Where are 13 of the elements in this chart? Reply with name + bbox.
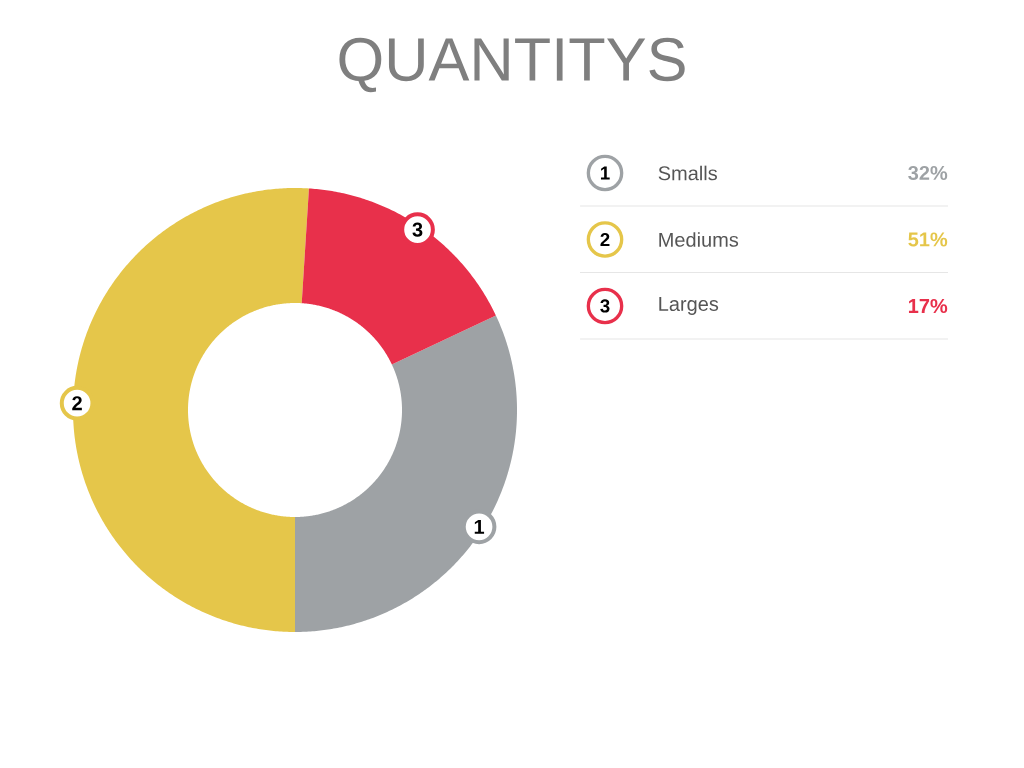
text: 2 [72, 396, 82, 411]
text: 3 [600, 299, 610, 313]
text: 3 [412, 222, 423, 237]
text: 1 [600, 166, 610, 180]
legend-label: Smalls [658, 165, 717, 181]
legend-label: Larges [659, 297, 719, 315]
data-label: 17% [908, 298, 948, 314]
chart-title: QUANTITYS [339, 37, 685, 93]
text: 1 [474, 519, 485, 534]
data-label: 51% [908, 232, 948, 247]
data-label: 32% [908, 165, 948, 181]
legend-label: Mediums [659, 232, 739, 247]
text: 2 [600, 232, 610, 246]
